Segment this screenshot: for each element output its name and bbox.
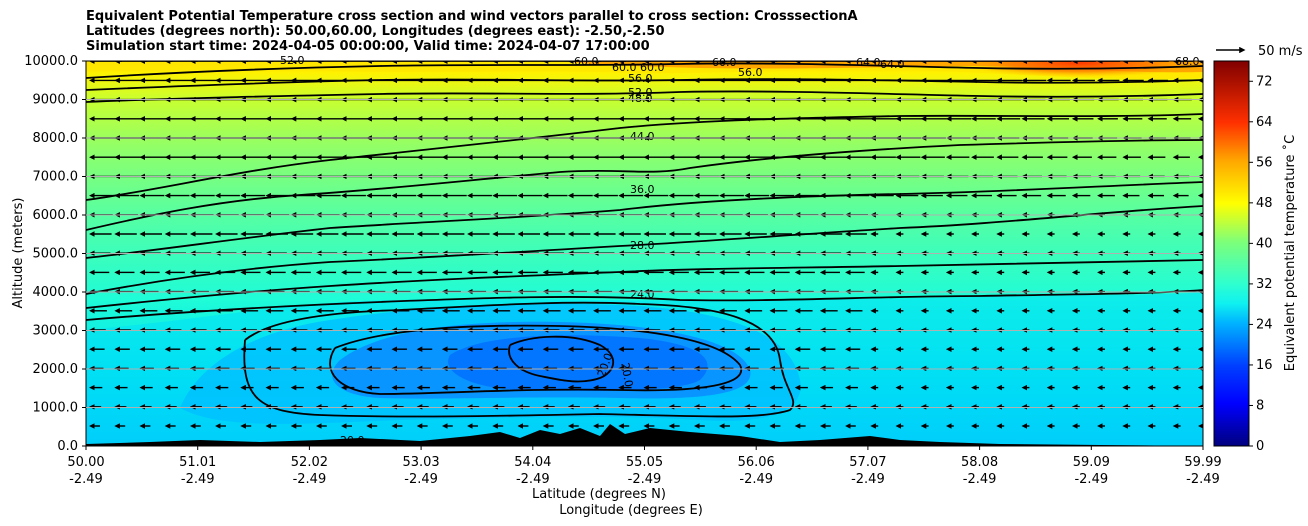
contour-label: 64.0 xyxy=(880,58,905,71)
y-axis: 0.0 1000.0 2000.0 3000.0 4000.0 5000.0 6000.0 7… xyxy=(24,54,86,454)
x-tick-label-lat: 52.02 xyxy=(291,455,328,470)
y-axis-label: Altitude (meters) xyxy=(11,198,26,309)
contour-48 xyxy=(86,90,1203,103)
contour-label: 56.0 xyxy=(628,72,653,85)
chart-title-line-2: Latitudes (degrees north): 50.00,60.00, … xyxy=(86,24,665,39)
contour-label: 60.0 xyxy=(640,61,665,74)
contour-20-inner xyxy=(508,335,615,383)
colorbar-label: Equivalent potential temperature ˚C xyxy=(1282,135,1298,371)
contour-44 xyxy=(86,113,1203,201)
x-tick-label-lon: -2.49 xyxy=(293,472,327,487)
chart-title-line-3: Simulation start time: 2024-04-05 00:00:… xyxy=(86,39,650,54)
colorbar-tick-label: 0 xyxy=(1256,439,1264,454)
x-tick-label-lon: -2.49 xyxy=(69,472,103,487)
x-tick-label-lat: 58.08 xyxy=(961,455,998,470)
colorbar-tick-label: 8 xyxy=(1256,398,1264,413)
x-tick-label-lat: 51.01 xyxy=(179,455,216,470)
x-tick-label-lon: -2.49 xyxy=(1074,472,1108,487)
y-gridlines xyxy=(86,99,1203,408)
y-tick-label: 6000.0 xyxy=(33,208,79,223)
colorbar-tick-label: 64 xyxy=(1256,115,1273,130)
hot-core-fill xyxy=(960,61,1200,77)
colorbar-tick-label: 72 xyxy=(1256,74,1273,89)
contour-32 xyxy=(86,205,1203,295)
contour-36 xyxy=(86,181,1203,259)
y-tick-label: 4000.0 xyxy=(33,285,79,300)
x-axis: 50.00 -2.49 51.01 -2.49 52.02 -2.49 53.03 -2.49… xyxy=(67,446,1222,487)
x-tick-label-lat: 53.03 xyxy=(402,455,439,470)
x-tick-label-lat: 55.05 xyxy=(626,455,663,470)
contour-label: 60.0 xyxy=(612,61,637,74)
x-tick-label-lon: -2.49 xyxy=(1186,472,1220,487)
contour-56 xyxy=(86,62,1203,79)
colorbar-tick-label: 56 xyxy=(1256,155,1273,170)
x-tick-label-lat: 57.07 xyxy=(849,455,886,470)
colorbar-tick-label: 48 xyxy=(1256,196,1273,211)
contour-40 xyxy=(86,139,1203,231)
y-tick-label: 7000.0 xyxy=(33,170,79,185)
contour-label: 60.0 xyxy=(712,56,737,69)
contour-label: 24.0 xyxy=(630,288,655,301)
contour-label: 44.0 xyxy=(630,130,655,143)
y-tick-label: 5000.0 xyxy=(33,247,79,262)
x-tick-label-lon: -2.49 xyxy=(404,472,438,487)
x-tick-label-lon: -2.49 xyxy=(963,472,997,487)
chart-title-line-1: Equivalent Potential Temperature cross s… xyxy=(86,9,858,24)
y-tick-label: 3000.0 xyxy=(33,324,79,339)
y-tick-label: 0.0 xyxy=(57,439,78,454)
x-axis-label-lon: Longitude (degrees E) xyxy=(559,503,703,518)
terrain-silhouette xyxy=(86,424,1203,446)
contour-label: 52.0 xyxy=(628,86,653,99)
y-tick-label: 2000.0 xyxy=(33,362,79,377)
y-tick-label: 10000.0 xyxy=(24,54,78,69)
x-tick-label-lat: 56.06 xyxy=(738,455,775,470)
y-tick-label: 9000.0 xyxy=(33,93,79,108)
contour-label: 64.0 xyxy=(856,56,881,69)
contour-24 xyxy=(86,289,1203,321)
x-tick-label-lon: -2.49 xyxy=(628,472,662,487)
x-tick-label-lon: -2.49 xyxy=(516,472,550,487)
contour-label: 28.0 xyxy=(630,239,655,252)
x-tick-label-lon: -2.49 xyxy=(851,472,885,487)
colorbar-tick-label: 32 xyxy=(1256,277,1273,292)
colorbar-tick-label: 24 xyxy=(1256,317,1273,332)
x-tick-label-lon: -2.49 xyxy=(739,472,773,487)
x-tick-label-lat: 50.00 xyxy=(67,455,104,470)
x-tick-label-lat: 59.09 xyxy=(1073,455,1110,470)
contour-label: 36.0 xyxy=(630,183,655,196)
y-tick-label: 1000.0 xyxy=(33,401,79,416)
x-axis-label-lat: Latitude (degrees N) xyxy=(532,487,666,502)
colorbar-tick-label: 16 xyxy=(1256,358,1273,373)
colorbar-tick-label: 40 xyxy=(1256,236,1273,251)
contour-label: 20.0 xyxy=(618,362,635,388)
x-tick-label-lon: -2.49 xyxy=(181,472,215,487)
contour-labels: 48.0 44.0 36.0 28.0 24.0 20.0 20.0 20.0 … xyxy=(280,54,1200,447)
contour-label: 56.0 xyxy=(738,66,763,79)
cold-core-inner-fill xyxy=(448,335,708,391)
wind-key-label: 50 m/s xyxy=(1258,44,1303,59)
contour-20-outer xyxy=(243,301,795,418)
y-tick-label: 8000.0 xyxy=(33,131,79,146)
x-tick-label-lat: 59.99 xyxy=(1184,455,1221,470)
contour-20-mid xyxy=(329,324,743,395)
colorbar-ticks: 0 8 16 24 32 40 48 56 64 72 xyxy=(1249,74,1273,454)
contour-label: 48.0 xyxy=(628,92,653,105)
colorbar xyxy=(1213,60,1250,447)
contour-label: 20.0 xyxy=(340,434,365,447)
x-tick-label-lat: 54.04 xyxy=(514,455,551,470)
